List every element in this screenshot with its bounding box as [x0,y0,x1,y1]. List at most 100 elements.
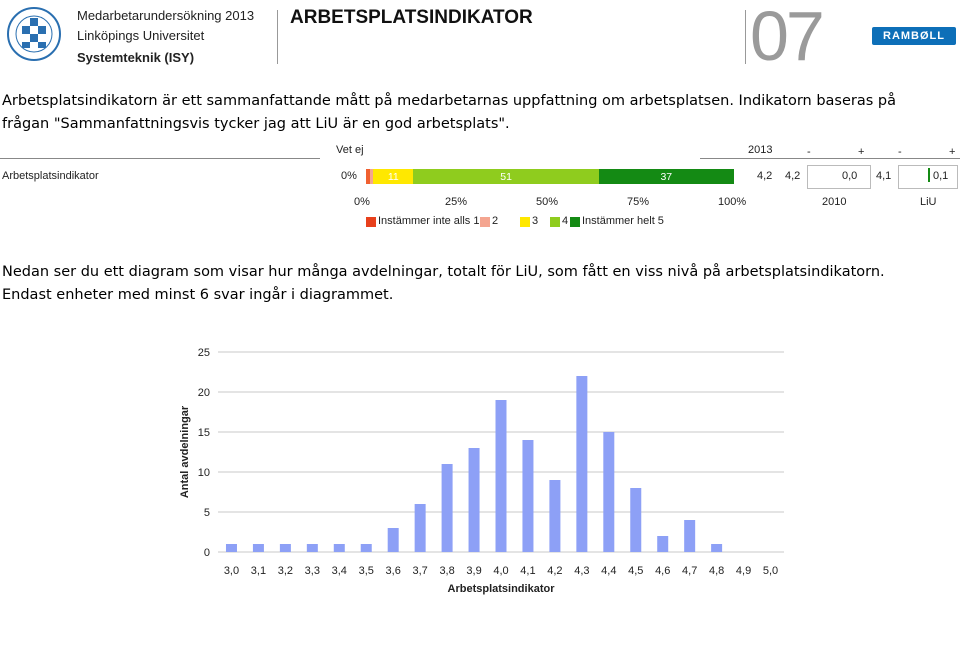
bar-segment-2 [369,169,374,184]
bar-4,3 [576,376,588,552]
legend-swatch [550,217,560,227]
minus-header: - [807,146,811,158]
y-tick-label: 15 [198,427,210,439]
diff-liu: 0,1 [933,170,949,182]
value-2010: 4,2 [785,170,801,182]
survey-name: Medarbetarundersökning 2013 [77,8,255,23]
bar-3,2 [279,544,291,552]
legend-swatch [480,217,490,227]
col-liu-label: LiU [920,196,937,208]
legend-label: Instämmer inte alls 1 [378,215,480,227]
middle-line-1: Nedan ser du ett diagram som visar hur m… [2,264,885,280]
y-tick-label: 10 [198,467,210,479]
x-tick-label: 4,5 [628,565,643,577]
x-tick-label: 3,7 [412,565,427,577]
y-tick-label: 5 [204,507,210,519]
row-divider [0,158,320,159]
percent-tick: 0% [354,196,370,208]
bar-3,6 [387,528,399,552]
brand-logo: RAMBØLL [872,27,956,45]
header-divider [277,10,278,64]
bar-segment-5: 37 [598,169,734,184]
bar-4,8 [711,544,723,552]
department-name: Systemteknik (ISY) [77,50,195,65]
bar-4,2 [549,480,561,552]
distribution-chart: 0 5 10 15 20 25 3,0 3,1 3,2 3,3 3,4 3,5 3,6 3,7 3,8 3,9… [179,347,784,595]
bar-3,4 [333,544,345,552]
bar-4,5 [630,488,642,552]
diff-2010: 0,0 [842,170,858,182]
diff-liu-bar [928,168,930,182]
university-name: Linköpings Universitet [77,28,205,43]
x-tick-label: 3,3 [305,565,320,577]
bar-3,7 [414,504,426,552]
y-tick-label: 20 [198,387,210,399]
middle-line-2: Endast enheter med minst 6 svar ingår i … [2,287,394,303]
legend-label: Instämmer helt 5 [582,215,664,227]
bar-4,0 [495,400,507,552]
page-title: ARBETSPLATSINDIKATOR [290,7,533,28]
plus-header: + [858,146,865,158]
x-tick-label: 4,3 [574,565,589,577]
bar-3,1 [252,544,264,552]
y-tick-label: 0 [204,547,210,559]
y-axis-title: Antal avdelningar [179,405,191,498]
x-tick-label: 3,1 [251,565,266,577]
legend-swatch [366,217,376,227]
bar-segment-4: 51 [413,169,599,184]
bar-4,7 [684,520,696,552]
y-tick-label: 25 [198,347,210,359]
header-divider [745,10,746,64]
x-tick-label: 4,9 [736,565,751,577]
percent-tick: 50% [536,196,559,208]
x-tick-label: 3,8 [439,565,454,577]
x-tick-label: 3,2 [278,565,293,577]
x-tick-label: 3,9 [466,565,481,577]
bar-segment-3: 11 [373,169,414,184]
bar-3,5 [360,544,372,552]
bar-3,3 [306,544,318,552]
university-seal-logo [7,7,61,61]
x-tick-label: 4,6 [655,565,670,577]
percent-tick: 25% [445,196,468,208]
legend-swatch [570,217,580,227]
legend-label: 3 [532,215,539,227]
minus-header: - [898,146,902,158]
x-tick-label: 4,8 [709,565,724,577]
page-number: 07 [750,0,825,75]
bar-4,4 [603,432,615,552]
x-tick-label: 3,6 [386,565,401,577]
bar-3,0 [225,544,237,552]
col-2010-label: 2010 [822,196,847,208]
diff-box-liu [898,165,958,189]
value-liu: 4,1 [876,170,892,182]
row-label: Arbetsplatsindikator [2,170,99,182]
bar-3,9 [468,448,480,552]
x-tick-label: 3,0 [224,565,239,577]
percent-tick: 75% [627,196,650,208]
x-tick-label: 4,7 [682,565,697,577]
year-header: 2013 [748,144,773,156]
x-tick-label: 4,4 [601,565,616,577]
legend-swatch [520,217,530,227]
plus-header: + [949,146,956,158]
bar-segment-1 [366,169,370,184]
bar-4,6 [657,536,669,552]
header: Medarbetarundersökning 2013 Linköpings U… [0,0,960,76]
value-2013: 4,2 [757,170,773,182]
legend-label: 4 [562,215,569,227]
bar-4,1 [522,440,534,552]
x-tick-label: 5,0 [763,565,778,577]
vet-ej-header: Vet ej [336,144,364,156]
x-tick-label: 3,5 [359,565,374,577]
intro-line-1: Arbetsplatsindikatorn är ett sammanfatta… [2,93,897,109]
x-axis-title: Arbetsplatsindikator [448,583,556,595]
diff-box-2010 [807,165,871,189]
x-tick-label: 4,2 [547,565,562,577]
percent-tick: 100% [718,196,747,208]
x-tick-label: 4,0 [493,565,508,577]
bar-3,8 [441,464,453,552]
vet-ej-value: 0% [341,170,357,182]
legend-label: 2 [492,215,499,227]
intro-line-2: frågan "Sammanfattningsvis tycker jag at… [2,116,510,132]
